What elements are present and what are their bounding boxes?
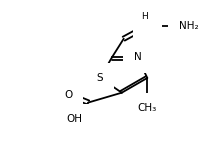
Text: CH₃: CH₃ xyxy=(138,103,157,113)
Text: N: N xyxy=(134,52,141,62)
Text: N: N xyxy=(143,21,151,31)
Text: S: S xyxy=(97,73,104,83)
Text: H: H xyxy=(141,12,148,21)
Text: OH: OH xyxy=(67,114,83,124)
Text: NH₂: NH₂ xyxy=(179,21,198,31)
Text: O: O xyxy=(65,90,73,100)
